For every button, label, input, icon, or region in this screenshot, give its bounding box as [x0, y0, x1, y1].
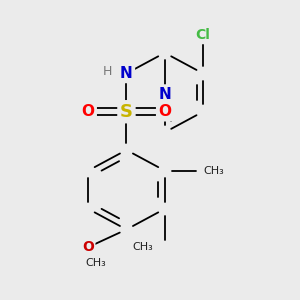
Text: O: O — [158, 104, 171, 119]
Text: O: O — [82, 240, 94, 254]
Text: CH₃: CH₃ — [132, 242, 153, 252]
Text: N: N — [158, 87, 171, 102]
Text: CH₃: CH₃ — [85, 258, 106, 268]
Text: S: S — [120, 103, 133, 121]
Text: H: H — [103, 65, 112, 79]
Text: Cl: Cl — [196, 28, 210, 42]
Text: O: O — [82, 104, 95, 119]
Text: N: N — [120, 66, 133, 81]
Text: CH₃: CH₃ — [203, 166, 224, 176]
